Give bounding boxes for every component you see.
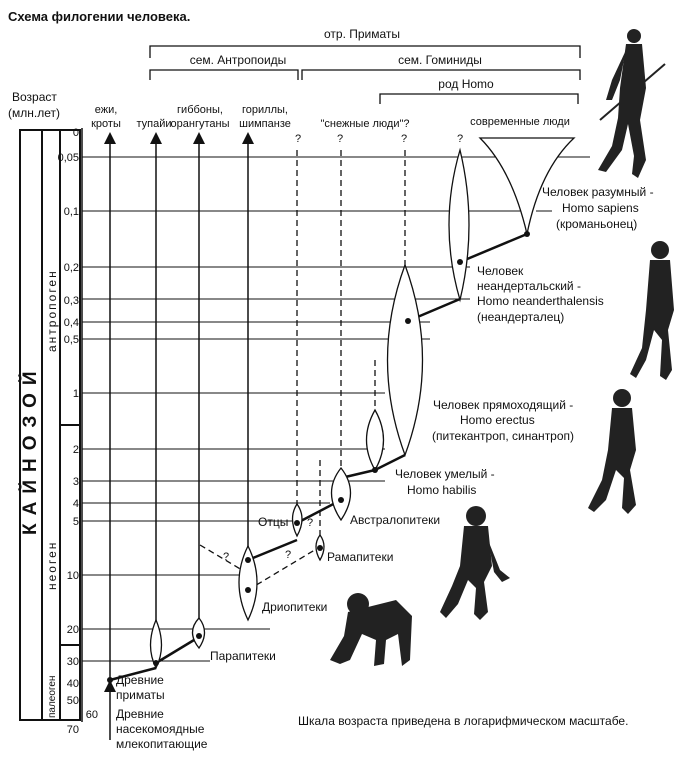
tick-label: 50 — [67, 695, 79, 707]
question-marks: ? ? ? ? ? ? ? — [223, 133, 463, 563]
tick-label: 5 — [73, 516, 79, 528]
habilis-label: Человек умелый - — [395, 467, 495, 481]
tick-label: 20 — [67, 624, 79, 636]
taxonomy-brackets — [149, 45, 581, 104]
erectus-label: Человек прямоходящий - — [433, 398, 573, 412]
branch-label: гиббоны, — [177, 104, 223, 116]
period-paleogen: палеоген — [47, 676, 58, 718]
dryopithecus-figure — [330, 593, 412, 666]
spindle-parapithecus — [191, 616, 206, 650]
branch-label: шимпанзе — [239, 118, 291, 130]
tick-label: 0,2 — [64, 262, 79, 274]
branch-label: ежи, — [95, 104, 118, 116]
tick-label: 30 — [67, 656, 79, 668]
question-mark: ? — [337, 133, 343, 145]
genus-homo-label: род Homo — [438, 77, 494, 91]
sapiens-label: (кроманьонец) — [556, 217, 637, 231]
snow-people-label: "снежные люди"? — [321, 118, 410, 130]
fathers-label: Отцы — [258, 515, 288, 529]
ancient-primates-label: Древние — [116, 673, 164, 687]
sapiens-label: Человек разумный - — [542, 185, 654, 199]
modern-people-label: современные люди — [470, 116, 570, 128]
question-mark: ? — [401, 133, 407, 145]
age-axis-label: Возраст — [12, 90, 57, 104]
tick-label: 0,1 — [64, 206, 79, 218]
branch-lines — [104, 132, 254, 740]
branch-label: орангутаны — [171, 118, 230, 130]
australopithecus-label: Австралопитеки — [350, 513, 440, 527]
question-mark: ? — [457, 133, 463, 145]
tick-label: 0 — [73, 127, 79, 139]
homo-sapiens-figure — [598, 29, 666, 178]
question-mark: ? — [307, 517, 313, 529]
branch-label: гориллы, — [242, 104, 288, 116]
branch-label: кроты — [91, 118, 121, 130]
dryopithecus-label: Дриопитеки — [262, 600, 327, 614]
spindle-neanderthal — [448, 147, 470, 303]
age-axis-unit: (млн.лет) — [8, 106, 60, 120]
erectus-label: (питекантроп, синантроп) — [432, 429, 574, 443]
insectivores-label: млекопитающие — [116, 737, 208, 751]
era-label: КАЙНОЗОЙ — [19, 363, 41, 535]
erectus-label: Homo erectus — [460, 413, 535, 427]
tick-label: 0,5 — [64, 334, 79, 346]
spindle-fathers — [291, 502, 303, 538]
lineage-spindles — [149, 137, 576, 670]
dashed-branches — [199, 150, 406, 591]
habilis-label: Homo habilis — [407, 483, 476, 497]
spindle-erectus — [386, 263, 424, 457]
tick-label: 3 — [73, 476, 79, 488]
family-anthropoids-label: сем. Антропоиды — [190, 53, 287, 67]
neanderthal-label: Человек — [477, 264, 524, 278]
tick-label: 2 — [73, 444, 79, 456]
period-anthropogen: антропоген — [45, 269, 59, 352]
insectivores-label: Древние — [116, 707, 164, 721]
parapithecus-label: Парапитеки — [210, 649, 276, 663]
tick-label: 70 — [67, 724, 79, 736]
tick-label: 40 — [67, 678, 79, 690]
tick-label: 0,05 — [58, 152, 79, 164]
branch-headers: ежи, кроты тупайи гиббоны, орангутаны го… — [91, 104, 570, 130]
question-mark: ? — [295, 133, 301, 145]
ramapithecus-label: Рамапитеки — [327, 550, 393, 564]
spindle-habilis — [365, 408, 385, 472]
order-label: отр. Приматы — [324, 27, 400, 41]
node-labels: Человек разумный - Homo sapiens (кромань… — [116, 185, 654, 751]
question-mark: ? — [223, 551, 229, 563]
branch-label: тупайи — [136, 118, 171, 130]
ancient-primates-label: приматы — [116, 688, 165, 702]
neanderthal-label: Homo neanderthalensis — [477, 294, 604, 308]
tick-label: 1 — [73, 388, 79, 400]
neanderthal-label: неандертальский - — [477, 279, 581, 293]
scale-note: Шкала возраста приведена в логарифмическ… — [298, 714, 628, 728]
spindle-ancient-primates — [149, 618, 163, 670]
age-tick-labels: 0 0,05 0,1 0,2 0,3 0,4 0,5 1 2 3 4 5 10 … — [58, 127, 98, 736]
neanderthal-label: (неандерталец) — [477, 310, 564, 324]
insectivores-label: насекомоядные — [116, 722, 205, 736]
family-hominids-label: сем. Гоминиды — [398, 53, 482, 67]
australopithecus-figure — [440, 506, 510, 620]
diagram-title: Схема филогении человека. — [8, 9, 190, 24]
sapiens-label: Homo sapiens — [562, 201, 639, 215]
homo-neanderthalensis-figure — [630, 241, 674, 380]
node-dots — [107, 231, 530, 683]
tick-label: 4 — [73, 498, 79, 510]
tick-label: 0,3 — [64, 295, 79, 307]
tick-label: 60 — [86, 709, 98, 721]
period-neogen: неоген — [45, 541, 59, 590]
spindle-australopithecus — [330, 466, 352, 522]
hominid-figures — [330, 29, 674, 666]
tick-label: 10 — [67, 570, 79, 582]
tick-label: 0,4 — [64, 317, 79, 329]
extra-ticks — [536, 156, 578, 212]
homo-erectus-figure — [588, 389, 636, 514]
spindle-dryopithecus — [238, 544, 258, 622]
question-mark: ? — [285, 549, 291, 561]
era-columns — [19, 129, 81, 721]
